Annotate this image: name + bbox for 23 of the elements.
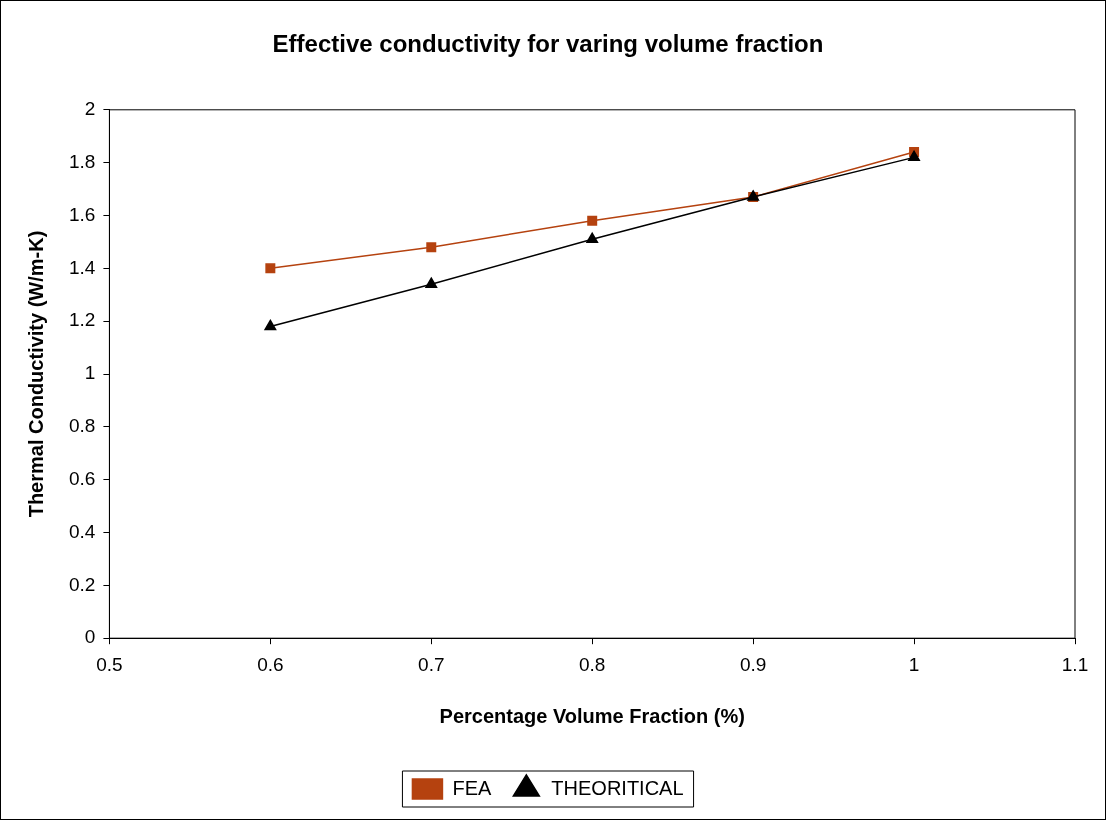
y-tick-label: 1.8	[68, 150, 96, 172]
x-tick-label: 0.8	[579, 653, 606, 675]
y-tick-label: 1.4	[68, 256, 96, 278]
x-tick-label: 0.6	[257, 653, 284, 675]
x-tick-label: 1.1	[1061, 653, 1089, 675]
y-tick-label: 1.2	[68, 309, 96, 331]
y-tick-label: 0.4	[68, 520, 96, 542]
y-tick-label: 2	[84, 98, 96, 120]
y-tick-label: 1	[84, 362, 96, 384]
y-tick-label: 0	[84, 626, 96, 648]
x-tick-label: 0.7	[418, 653, 445, 675]
x-axis-title: Percentage Volume Fraction (%)	[439, 704, 745, 727]
x-tick-label: 1	[908, 653, 920, 675]
x-tick-label: 0.9	[739, 653, 767, 675]
y-tick-label: 1.6	[68, 203, 96, 225]
legend-label: THEORITICAL	[551, 776, 684, 799]
y-axis-title: Thermal Conductivity (W/m-K)	[24, 230, 47, 518]
y-tick-label: 0.8	[68, 415, 96, 437]
y-tick-label: 0.2	[68, 573, 96, 595]
legend-label: FEA	[452, 776, 492, 799]
chart-title: Effective conductivity for varing volume fraction	[272, 30, 824, 58]
x-tick-label: 0.5	[96, 653, 123, 675]
y-tick-label: 0.6	[68, 467, 96, 489]
